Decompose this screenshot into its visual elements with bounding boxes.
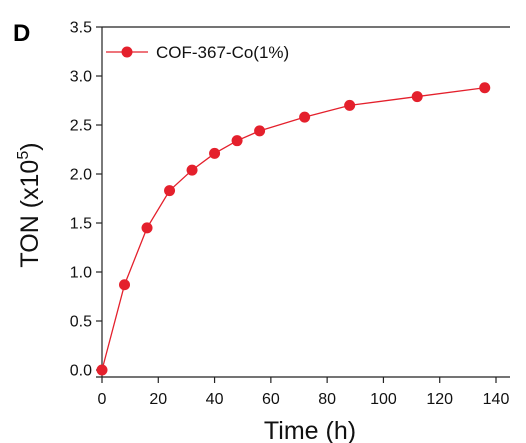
x-tick-label: 80: [318, 391, 336, 408]
x-axis-ticks: 0 20 40 60 80 100 120 140: [98, 377, 510, 408]
y-axis-title-suffix: ): [16, 142, 44, 150]
data-point: [411, 91, 423, 103]
y-tick-label: 2.5: [70, 118, 92, 135]
y-tick-label: 1.5: [70, 216, 92, 233]
series-line: [101, 87, 485, 371]
data-point: [209, 147, 221, 159]
series-group: [96, 82, 491, 376]
y-tick-label: 1.0: [70, 265, 92, 282]
y-tick-label: 3.5: [70, 20, 92, 37]
data-point: [299, 111, 311, 123]
x-tick-label: 40: [206, 391, 224, 408]
legend: COF-367-Co(1%): [106, 43, 289, 62]
panel-label: D: [13, 20, 30, 47]
y-axis-title: TON (x105): [15, 142, 44, 267]
x-tick-label: 100: [370, 391, 397, 408]
data-point: [254, 125, 266, 137]
x-axis-title: Time (h): [264, 417, 356, 443]
x-tick-label: 140: [483, 391, 510, 408]
x-tick-label: 120: [426, 391, 453, 408]
axes: [96, 26, 510, 378]
x-tick-label: 60: [262, 391, 280, 408]
y-tick-label: 2.0: [70, 167, 92, 184]
y-axis-title-superscript: 5: [15, 151, 32, 160]
data-point: [119, 279, 131, 291]
data-point: [344, 99, 356, 111]
y-tick-label: 0.0: [70, 363, 92, 380]
data-point: [231, 135, 243, 147]
legend-label: COF-367-Co(1%): [156, 43, 289, 62]
x-tick-label: 20: [149, 391, 167, 408]
data-point: [479, 82, 491, 94]
x-tick-label: 0: [98, 391, 107, 408]
data-point: [164, 185, 176, 197]
y-tick-label: 3.0: [70, 69, 92, 86]
data-point: [141, 222, 153, 234]
data-point: [96, 364, 108, 376]
y-axis-ticks: 0.0 0.5 1.0 1.5 2.0 2.5 3.0 3.5: [70, 20, 102, 380]
y-tick-label: 0.5: [70, 314, 92, 331]
y-axis-title-main: TON (x10: [16, 160, 44, 268]
data-point: [186, 164, 198, 176]
legend-marker: [121, 46, 133, 58]
